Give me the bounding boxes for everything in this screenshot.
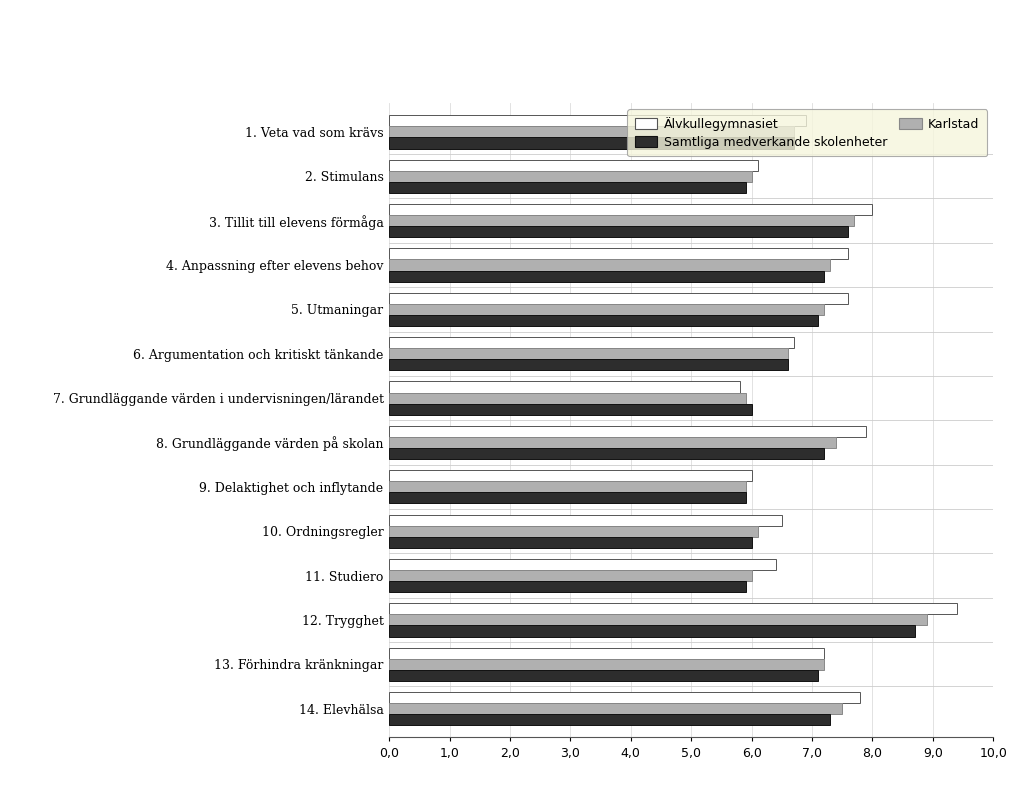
Bar	[389, 170, 752, 182]
Legend: Älvkullegymnasiet, Samtliga medverkande skolenheter, Karlstad: Älvkullegymnasiet, Samtliga medverkande …	[628, 109, 987, 156]
Bar	[389, 204, 872, 215]
Bar	[389, 570, 752, 581]
Bar	[389, 381, 739, 393]
Bar	[389, 648, 824, 659]
Bar	[389, 293, 848, 304]
Bar	[389, 337, 794, 348]
Bar	[389, 437, 837, 448]
Bar	[389, 626, 914, 637]
Bar	[389, 426, 866, 437]
Bar	[389, 470, 752, 481]
Bar	[389, 159, 758, 170]
Bar	[389, 393, 745, 404]
Bar	[389, 492, 745, 504]
Bar	[389, 182, 745, 193]
Bar	[389, 315, 818, 326]
Bar	[389, 526, 758, 537]
Bar	[389, 115, 806, 126]
Bar	[389, 581, 745, 592]
Bar	[389, 515, 782, 526]
Bar	[389, 304, 824, 315]
Bar	[389, 615, 927, 626]
Bar	[389, 126, 794, 137]
Bar	[389, 659, 824, 670]
Bar	[389, 226, 848, 237]
Bar	[389, 714, 830, 726]
Bar	[389, 703, 842, 714]
Bar	[389, 404, 752, 415]
Bar	[389, 670, 818, 681]
Bar	[389, 481, 745, 492]
Bar	[389, 603, 957, 615]
Bar	[389, 448, 824, 459]
Bar	[389, 270, 824, 282]
Bar	[389, 537, 752, 548]
Bar	[389, 559, 776, 570]
Bar	[389, 259, 830, 270]
Bar	[389, 215, 854, 226]
Bar	[389, 348, 787, 359]
Bar	[389, 137, 794, 148]
Bar	[389, 692, 860, 703]
Bar	[389, 359, 787, 370]
Bar	[389, 248, 848, 259]
